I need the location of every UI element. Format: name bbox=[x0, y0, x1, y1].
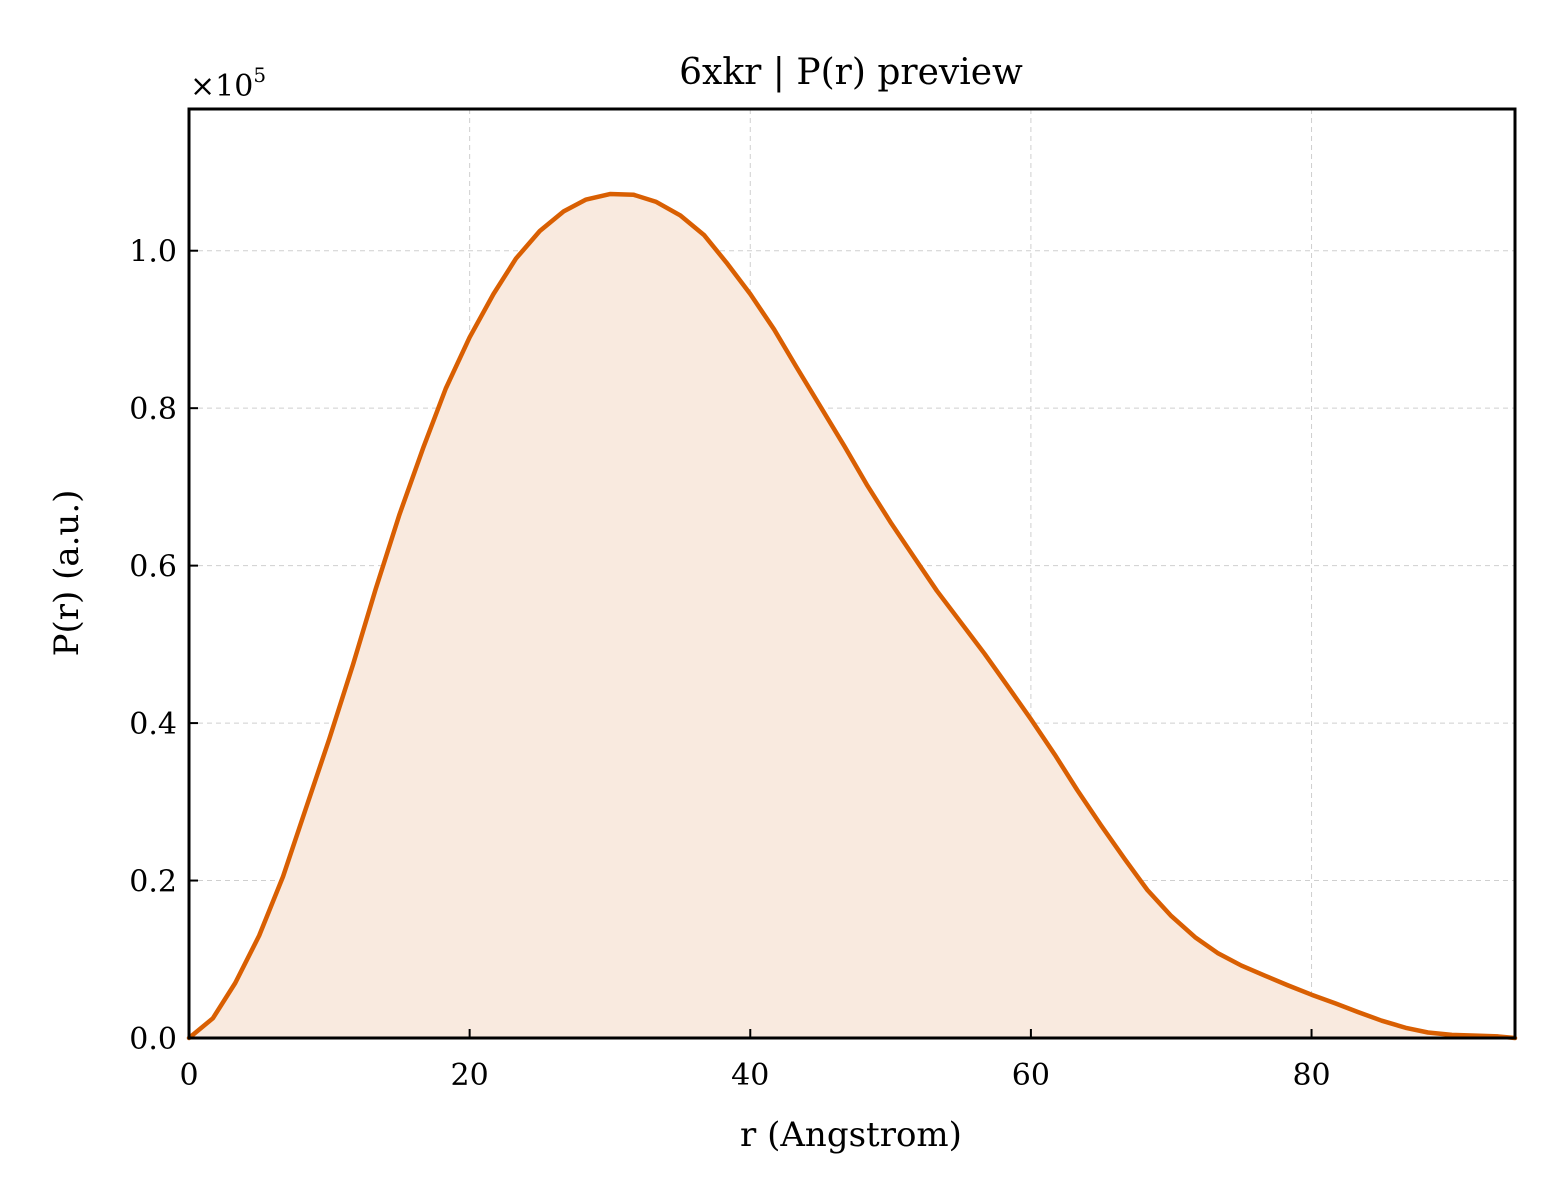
data-point bbox=[1357, 1012, 1358, 1013]
data-point bbox=[539, 231, 540, 232]
data-point bbox=[1287, 985, 1288, 986]
data-point bbox=[1195, 937, 1196, 938]
data-point bbox=[866, 484, 867, 485]
area-fill bbox=[189, 194, 1515, 1038]
data-point bbox=[469, 337, 470, 338]
x-tick-label: 40 bbox=[731, 1058, 769, 1093]
data-point bbox=[936, 590, 937, 591]
data-point bbox=[1217, 952, 1218, 953]
data-point bbox=[212, 1018, 213, 1019]
data-point bbox=[515, 258, 516, 259]
data-point bbox=[1451, 1034, 1452, 1035]
data-point bbox=[1030, 719, 1031, 720]
data-point bbox=[375, 589, 376, 590]
data-point bbox=[353, 664, 354, 665]
x-tick-label: 0 bbox=[179, 1058, 198, 1093]
data-point bbox=[283, 876, 284, 877]
data-point bbox=[750, 294, 751, 295]
data-point bbox=[329, 738, 330, 739]
y-tick-label: 0.2 bbox=[129, 865, 177, 900]
ticks-layer: 0 20 40 60 80 0.0 0.2 0.4 0.6 0.8 1.0 bbox=[129, 235, 1330, 1093]
data-point bbox=[984, 653, 985, 654]
data-point bbox=[1428, 1032, 1429, 1033]
data-point bbox=[960, 622, 961, 623]
data-point bbox=[656, 201, 657, 202]
data-point bbox=[1405, 1027, 1406, 1028]
y-tick-label: 0.6 bbox=[129, 550, 177, 585]
data-point bbox=[1007, 685, 1008, 686]
series-line bbox=[186, 191, 1518, 1041]
data-point bbox=[423, 447, 424, 448]
data-point bbox=[726, 262, 727, 263]
plot-frame bbox=[187, 107, 1517, 1040]
data-point bbox=[1475, 1035, 1476, 1036]
data-point bbox=[796, 367, 797, 368]
data-point bbox=[1171, 915, 1172, 916]
data-point bbox=[1265, 975, 1266, 976]
data-point bbox=[1101, 825, 1102, 826]
data-point bbox=[1335, 1003, 1336, 1004]
data-point bbox=[703, 234, 704, 235]
data-point bbox=[563, 211, 564, 212]
data-point bbox=[399, 514, 400, 515]
y-multiplier-base: ×10 bbox=[190, 69, 253, 104]
y-axis-label: P(r) (a.u.) bbox=[47, 490, 87, 657]
data-point bbox=[774, 329, 775, 330]
data-point bbox=[1077, 790, 1078, 791]
data-point bbox=[586, 199, 587, 200]
y-tick-label: 0.8 bbox=[129, 392, 177, 427]
data-point bbox=[820, 406, 821, 407]
x-tick-label: 20 bbox=[451, 1058, 489, 1093]
data-point bbox=[493, 294, 494, 295]
data-point bbox=[235, 982, 236, 983]
x-tick-label: 60 bbox=[1012, 1058, 1050, 1093]
y-tick-label: 1.0 bbox=[129, 235, 177, 270]
x-tick-label: 80 bbox=[1292, 1058, 1330, 1093]
y-multiplier-label: ×105 bbox=[190, 63, 266, 104]
y-tick-label: 0.0 bbox=[129, 1022, 177, 1057]
data-point bbox=[1311, 994, 1312, 995]
data-point bbox=[445, 388, 446, 389]
data-point bbox=[680, 215, 681, 216]
data-point bbox=[259, 935, 260, 936]
data-point bbox=[305, 809, 306, 810]
data-point bbox=[1241, 965, 1242, 966]
data-point bbox=[609, 194, 610, 195]
data-point bbox=[1054, 754, 1055, 755]
data-point bbox=[633, 194, 634, 195]
y-multiplier-exponent: 5 bbox=[253, 63, 266, 87]
data-point bbox=[1124, 859, 1125, 860]
y-tick-label: 0.4 bbox=[129, 707, 177, 742]
data-point bbox=[1147, 889, 1148, 890]
data-point bbox=[914, 557, 915, 558]
data-point bbox=[890, 522, 891, 523]
data-point bbox=[844, 445, 845, 446]
chart-title: 6xkr | P(r) preview bbox=[679, 52, 1023, 93]
x-axis-label: r (Angstrom) bbox=[740, 1115, 962, 1155]
data-point bbox=[1381, 1020, 1382, 1021]
